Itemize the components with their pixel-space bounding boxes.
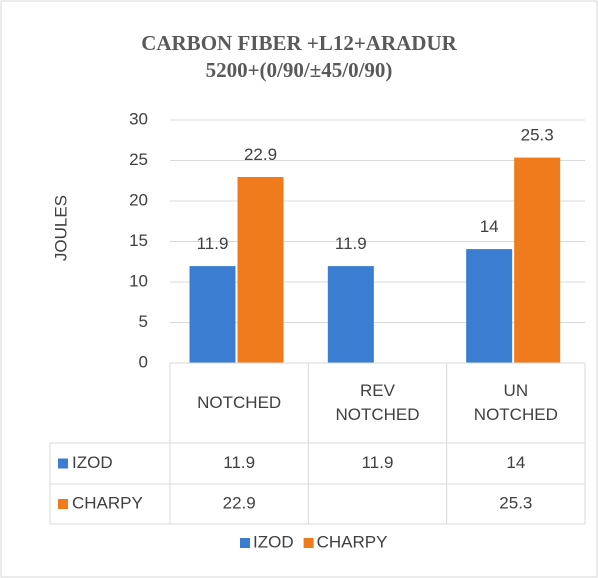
y-tick-label: 5 <box>139 312 148 331</box>
legend-key <box>58 499 68 509</box>
data-label: 11.9 <box>335 234 367 253</box>
legend-key <box>240 538 250 548</box>
y-tick-label: 15 <box>129 231 148 250</box>
y-axis-label: JOULES <box>51 195 70 261</box>
bar <box>327 266 374 364</box>
legend-key <box>303 538 314 548</box>
table-cell: 11.9 <box>223 453 255 472</box>
legend-key <box>58 458 68 469</box>
legend-label: CHARPY <box>317 532 388 551</box>
table-cell: 22.9 <box>223 493 256 512</box>
bar <box>189 266 236 364</box>
legend-label: IZOD <box>253 532 294 551</box>
x-tick-label: REV NOTCHED <box>335 381 420 424</box>
bar <box>466 249 513 364</box>
table-cell: 14 <box>506 453 525 472</box>
table-row-label: IZOD <box>72 453 113 472</box>
table-row-label: CHARPY <box>72 493 143 512</box>
data-label: 22.9 <box>244 145 277 164</box>
chart-title: CARBON FIBER +L12+ARADUR 5200+(0/90/±45/… <box>141 31 457 82</box>
data-label: 25.3 <box>521 126 554 145</box>
table-cell: 25.3 <box>499 493 532 512</box>
table-cell: 11.9 <box>362 453 394 472</box>
y-tick-label: 20 <box>129 190 148 209</box>
y-tick-label: 30 <box>129 109 148 128</box>
x-tick-label: UN NOTCHED <box>473 381 558 424</box>
bar <box>514 157 561 364</box>
y-tick-label: 10 <box>129 271 148 290</box>
x-tick-label: NOTCHED <box>197 393 282 412</box>
y-tick-label: 0 <box>139 352 148 371</box>
bar <box>237 177 284 364</box>
data-label: 11.9 <box>197 234 229 253</box>
y-tick-label: 25 <box>129 150 148 169</box>
data-label: 14 <box>480 217 499 236</box>
